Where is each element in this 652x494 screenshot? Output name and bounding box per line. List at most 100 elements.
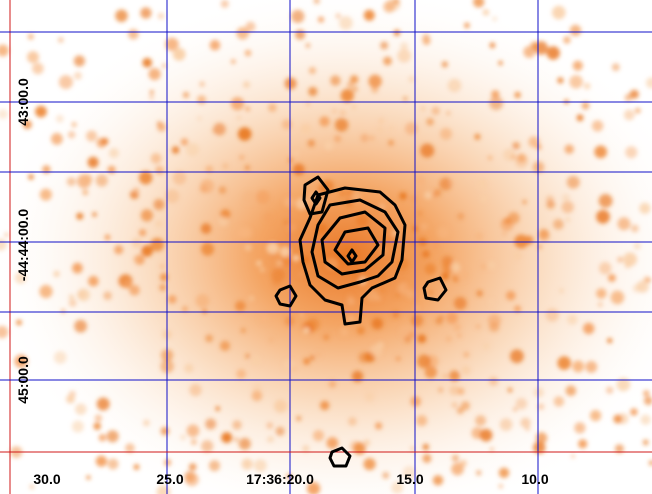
noise-blob [514, 305, 521, 313]
noise-blob [240, 328, 246, 333]
noise-blob [335, 13, 341, 19]
noise-blob [68, 299, 77, 307]
noise-blob [244, 244, 252, 251]
noise-blob [291, 9, 305, 23]
noise-blob [528, 136, 540, 148]
noise-blob [255, 260, 262, 267]
noise-blob [453, 323, 461, 332]
noise-blob [417, 354, 431, 369]
noise-blob [420, 105, 426, 112]
noise-blob [377, 341, 384, 349]
noise-blob [498, 467, 510, 478]
noise-blob [510, 349, 524, 364]
noise-blob [646, 77, 652, 89]
noise-blob [408, 331, 415, 338]
x-label: 25.0 [156, 471, 183, 487]
noise-blob [489, 42, 496, 49]
noise-blob [182, 91, 190, 99]
noise-blob [150, 153, 162, 164]
noise-blob [184, 363, 194, 373]
noise-blob [334, 118, 349, 132]
noise-blob [275, 426, 285, 436]
noise-blob [188, 463, 197, 471]
noise-blob [274, 399, 288, 413]
noise-blob [243, 81, 250, 89]
noise-blob [564, 144, 574, 154]
noise-blob [392, 311, 400, 319]
contour [310, 190, 322, 206]
noise-blob [149, 94, 155, 100]
noise-blob [140, 7, 152, 19]
noise-blob [408, 75, 416, 83]
noise-blob [515, 398, 528, 410]
noise-blob [197, 116, 202, 121]
noise-blob [296, 415, 302, 421]
noise-blob [189, 383, 202, 397]
noise-blob [512, 142, 520, 150]
noise-blob [88, 275, 99, 287]
noise-blob [279, 246, 291, 258]
noise-blob [66, 394, 75, 404]
noise-blob [561, 201, 574, 214]
noise-blob [182, 306, 188, 312]
noise-blob [245, 21, 256, 32]
noise-blob [639, 202, 651, 214]
noise-blob [501, 230, 508, 237]
noise-blob [53, 270, 60, 278]
noise-blob [346, 297, 356, 306]
noise-blob [536, 144, 542, 150]
noise-blob [422, 443, 430, 451]
noise-blob [218, 186, 227, 194]
noise-blob [438, 315, 444, 320]
noise-blob [162, 63, 167, 68]
noise-blob [487, 261, 496, 270]
noise-blob [300, 123, 312, 135]
noise-blob [326, 437, 339, 449]
noise-blob [406, 290, 415, 299]
noise-blob [480, 263, 487, 270]
contour [274, 284, 298, 308]
noise-blob [567, 314, 578, 325]
noise-blob [498, 60, 503, 66]
noise-blob [139, 171, 153, 185]
noise-blob [0, 325, 9, 339]
noise-blob [308, 86, 318, 97]
noise-blob [114, 245, 124, 255]
noise-blob [449, 370, 460, 382]
noise-blob [624, 93, 632, 102]
noise-blob [238, 437, 251, 450]
x-label: 10.0 [521, 471, 548, 487]
noise-blob [266, 422, 274, 429]
noise-blob [476, 470, 482, 476]
noise-blob [160, 273, 168, 282]
noise-blob [307, 482, 321, 494]
noise-blob [488, 376, 499, 386]
noise-blob [381, 287, 386, 293]
noise-blob [583, 82, 591, 90]
noise-blob [410, 446, 415, 451]
noise-blob [310, 355, 315, 361]
noise-blob [171, 146, 180, 154]
noise-blob [108, 148, 119, 158]
noise-blob [202, 308, 208, 314]
noise-blob [636, 280, 649, 293]
noise-blob [347, 294, 353, 300]
noise-blob [574, 422, 586, 434]
noise-blob [514, 91, 521, 99]
noise-blob [299, 312, 304, 318]
noise-blob [157, 221, 162, 226]
noise-blob [339, 109, 346, 117]
noise-blob [393, 0, 400, 5]
noise-blob [500, 217, 514, 231]
noise-blob [643, 276, 650, 283]
noise-blob [94, 414, 103, 422]
noise-blob [268, 103, 277, 113]
noise-blob [58, 75, 73, 90]
noise-blob [284, 220, 289, 225]
noise-blob [364, 391, 375, 402]
contour [346, 248, 358, 264]
noise-blob [634, 107, 641, 114]
noise-blob [106, 430, 119, 443]
noise-blob [32, 62, 44, 75]
